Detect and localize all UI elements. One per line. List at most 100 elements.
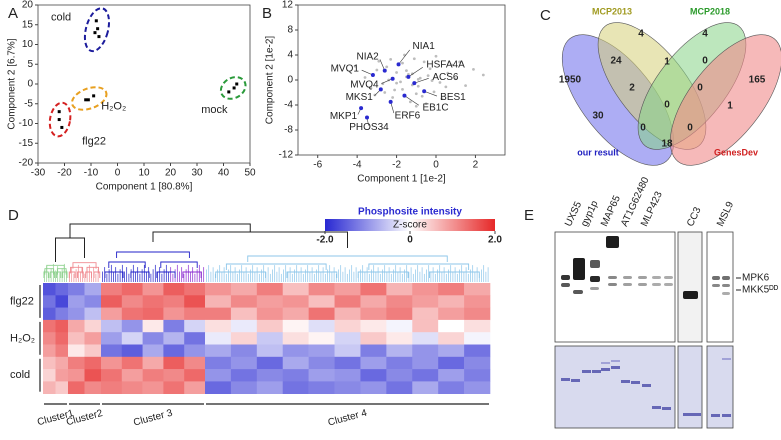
heatmap-cell: [142, 319, 164, 333]
point: [382, 68, 387, 73]
band: [590, 287, 599, 290]
leader-line: [381, 78, 393, 84]
heatmap-cell: [438, 356, 465, 370]
point: [383, 91, 387, 94]
gel-band: [711, 414, 720, 417]
gel-band: [722, 414, 731, 417]
colorbar-tick-label: 2.0: [488, 235, 502, 246]
heatmap-cell: [230, 381, 258, 394]
y-tick-label: 0: [287, 75, 293, 86]
heatmap-cell: [464, 295, 491, 308]
point: [96, 27, 100, 31]
heatmap-cell: [438, 344, 465, 358]
heatmap-cell: [121, 295, 143, 308]
y-tick-label: 10: [22, 39, 34, 50]
point: [432, 90, 436, 94]
venn: [561, 22, 781, 166]
heatmap-cell: [334, 307, 361, 321]
gene-label: HSFA4A: [426, 60, 465, 71]
heatmap-cell: [68, 319, 85, 333]
heatmap-cell: [68, 381, 85, 394]
dendrogram-branch: [368, 263, 470, 270]
dendrogram-branch: [247, 255, 448, 262]
gel-band: [592, 370, 601, 373]
dendrogram-branch: [55, 271, 62, 278]
heatmap-cell: [68, 356, 85, 370]
heatmap-cell: [205, 356, 232, 370]
heatmap-cell: [412, 319, 439, 333]
gel-band: [642, 384, 651, 387]
dendrogram-branch: [85, 271, 92, 278]
heatmap-cell: [282, 344, 309, 358]
heatmap-cell: [55, 319, 69, 333]
region-count: 1: [727, 101, 733, 112]
y-tick-label: -5: [24, 98, 33, 109]
heatmap-cell: [68, 344, 85, 358]
band: [652, 283, 661, 286]
heatmap-cell: [256, 369, 284, 382]
region-count: 165: [749, 75, 766, 86]
region-count: 0: [664, 100, 670, 111]
heatmap-cell: [142, 283, 164, 296]
heatmap-cell: [334, 381, 361, 394]
gel-band: [692, 413, 701, 416]
heatmap-cell: [84, 369, 102, 382]
y-tick-label: -12: [279, 150, 294, 161]
heatmap-cell: [84, 332, 102, 345]
point: [416, 77, 420, 81]
point: [412, 81, 417, 86]
heatmap-cell: [68, 283, 85, 296]
heatmap-cell: [386, 319, 413, 333]
colorbar: [325, 219, 495, 231]
leader-line: [414, 78, 429, 84]
heatmap-cell: [184, 283, 206, 296]
region-count: 30: [592, 111, 604, 122]
heatmap-cell: [101, 369, 123, 382]
heatmap-cell: [84, 283, 102, 296]
heatmap-cell: [360, 356, 387, 370]
gene-label: ERF6: [395, 111, 421, 122]
heatmap-cell: [464, 344, 491, 358]
point: [464, 84, 467, 88]
gene-label: NIA1: [413, 41, 436, 52]
point: [440, 97, 444, 101]
x-tick-label: 40: [218, 168, 230, 179]
heatmap-cell: [334, 319, 361, 333]
heatmap-cell: [55, 369, 69, 382]
heatmap-cell: [184, 319, 206, 333]
heatmap-cell: [438, 332, 465, 345]
region-count: 0: [702, 56, 708, 67]
heatmap-cell: [282, 369, 309, 382]
group-label: flg22: [82, 135, 106, 147]
gene-label: BES1: [440, 92, 466, 103]
heatmap-cell: [334, 369, 361, 382]
heatmap-cell: [282, 295, 309, 308]
heatmap-cell: [282, 319, 309, 333]
heatmap-cell: [205, 283, 232, 296]
x-tick-label: 30: [191, 168, 203, 179]
heatmap-cell: [334, 283, 361, 296]
heatmap-cell: [360, 319, 387, 333]
heatmap-cell: [360, 381, 387, 394]
region-count: 4: [638, 29, 644, 40]
y-tick-label: 5: [27, 59, 33, 70]
point: [378, 87, 383, 92]
point: [363, 76, 367, 79]
heatmap-cell: [360, 307, 387, 321]
gel-band: [652, 406, 661, 409]
heatmap-cell: [412, 307, 439, 321]
heatmap-cell: [308, 295, 335, 308]
point: [405, 69, 408, 73]
band: [652, 276, 661, 279]
panel-letter: E: [524, 207, 534, 224]
colorbar-tick-label: -2.0: [316, 235, 334, 246]
point: [97, 35, 101, 39]
x-tick-label: 20: [165, 168, 177, 179]
heatmap-cell: [438, 307, 465, 321]
heatmap-cell: [43, 356, 56, 370]
x-tick-label: 2: [473, 160, 479, 171]
heatmap-cell: [205, 295, 232, 308]
heatmap-cell: [205, 369, 232, 382]
point: [235, 82, 239, 86]
